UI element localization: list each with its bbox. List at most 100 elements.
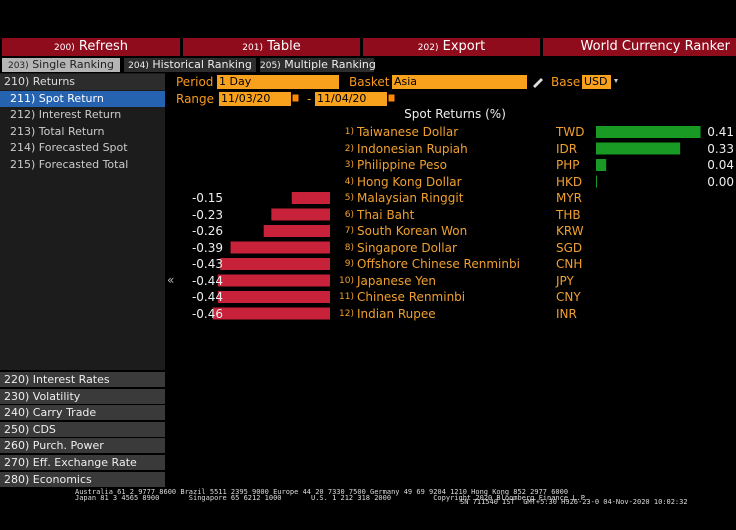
- rank: 12): [339, 308, 354, 319]
- menu-header[interactable]: 210) Returns: [0, 74, 165, 90]
- currency-name: Philippine Peso: [357, 158, 447, 172]
- button-number: 202): [417, 43, 439, 53]
- currency-code: THB: [556, 207, 581, 222]
- footer-line: Japan 81 3 4565 8900 Singapore 65 6212 1…: [75, 494, 590, 502]
- value-label: -0.15: [191, 191, 223, 205]
- currency-code: MYR: [556, 191, 583, 205]
- bar: [212, 307, 330, 320]
- rank: 8): [344, 242, 354, 253]
- menu-section[interactable]: 260) Purch. Power: [0, 438, 165, 454]
- currency-code: TWD: [556, 125, 585, 139]
- footer-line: SN 711540 IST GMT+5:30 H926-23-0 04-Nov-…: [460, 498, 688, 506]
- currency-code: CNH: [556, 257, 583, 271]
- menu-item[interactable]: 213) Total Return: [10, 124, 105, 138]
- value-label: -0.39: [191, 240, 223, 255]
- rank: 4): [344, 176, 354, 187]
- bar: [263, 225, 330, 237]
- currency-name: Japanese Yen: [357, 273, 437, 288]
- currency-code: HKD: [556, 174, 583, 189]
- tab-label: Historical Ranking: [152, 58, 252, 71]
- currency-name: Thai Baht: [357, 207, 415, 222]
- value-label: -0.26: [191, 224, 223, 238]
- value-label: -0.44: [191, 273, 223, 288]
- currency-code: INR: [556, 306, 577, 321]
- tab[interactable]: 205) Multiple Ranking: [260, 58, 376, 72]
- date-input[interactable]: 11/04/20: [315, 92, 387, 106]
- rank: 5): [344, 193, 354, 203]
- currency-code: CNY: [556, 290, 581, 304]
- menu-item[interactable]: 214) Forecasted Spot: [10, 141, 128, 155]
- menu-panel: [0, 73, 165, 370]
- currency-code: PHP: [556, 158, 580, 172]
- rank: 9): [344, 259, 354, 269]
- tab[interactable]: 204) Historical Ranking: [124, 58, 256, 72]
- date-input[interactable]: 11/03/20: [219, 92, 291, 106]
- currency-name: Indian Rupee: [357, 306, 436, 321]
- tab-number: 205): [260, 61, 281, 71]
- menu-section[interactable]: 280) Economics: [0, 471, 165, 487]
- toolbar-button[interactable]: 201) Table: [183, 38, 360, 56]
- menu-section[interactable]: 240) Carry Trade: [0, 405, 165, 421]
- currency-name: Singapore Dollar: [357, 240, 457, 255]
- value-label: 0.33: [707, 141, 734, 156]
- currency-name: South Korean Won: [357, 224, 468, 238]
- bar: [220, 258, 330, 270]
- rank: 2): [344, 143, 354, 154]
- bar: [596, 159, 607, 171]
- toolbar-button[interactable]: 202) Export: [363, 38, 540, 56]
- bar: [596, 126, 701, 138]
- bar: [230, 241, 330, 254]
- rank: 10): [339, 275, 354, 286]
- rank: 11): [339, 292, 354, 302]
- menu-item[interactable]: 212) Interest Return: [10, 108, 122, 122]
- bar: [596, 175, 597, 188]
- button-number: 200): [54, 43, 75, 53]
- dropdown[interactable]: USD: [582, 75, 611, 89]
- bar: [217, 274, 330, 287]
- value-label: -0.44: [191, 290, 223, 304]
- value-label: -0.43: [191, 257, 223, 271]
- value-label: 0.41: [707, 125, 734, 139]
- menu-section[interactable]: 270) Eff. Exchange Rate: [0, 455, 165, 470]
- bar: [291, 192, 330, 204]
- currency-name: Offshore Chinese Renminbi: [357, 257, 520, 271]
- button-label: Table: [267, 39, 301, 54]
- rank: 6): [344, 209, 354, 220]
- label: Range: [176, 92, 215, 106]
- bar: [596, 142, 681, 155]
- label: Period: [176, 75, 214, 89]
- label: Base: [551, 75, 581, 89]
- currency-code: IDR: [556, 141, 578, 156]
- menu-section[interactable]: 220) Interest Rates: [0, 372, 165, 387]
- chart-title: Spot Returns (%): [404, 107, 506, 121]
- currency-name: Taiwanese Dollar: [357, 125, 459, 139]
- tab-number: 204): [128, 61, 149, 71]
- value-label: 0.00: [707, 174, 734, 189]
- dropdown[interactable]: Asia: [392, 75, 527, 89]
- menu-item[interactable]: 211) Spot Return: [0, 91, 165, 107]
- value-label: -0.46: [191, 306, 223, 321]
- separator: -: [307, 92, 312, 106]
- tab-label: Single Ranking: [32, 58, 114, 71]
- dropdown[interactable]: 1 Day: [217, 75, 339, 89]
- rank: 1): [344, 127, 354, 137]
- tab[interactable]: 203) Single Ranking: [2, 58, 120, 72]
- footer-line: Australia 61 2 9777 8600 Brazil 5511 239…: [75, 488, 569, 496]
- bar: [217, 291, 330, 303]
- currency-name: Malaysian Ringgit: [357, 191, 464, 205]
- value-label: 0.04: [707, 158, 734, 172]
- menu-item[interactable]: 215) Forecasted Total: [10, 157, 129, 171]
- rank: 3): [344, 160, 354, 170]
- button-label: Refresh: [78, 39, 128, 54]
- label: Basket: [349, 75, 390, 89]
- tab-label: Multiple Ranking: [284, 58, 376, 71]
- bar: [271, 208, 330, 221]
- currency-name: Chinese Renminbi: [357, 290, 466, 304]
- currency-code: SGD: [556, 240, 583, 255]
- menu-section[interactable]: 230) Volatility: [0, 388, 165, 404]
- menu-section[interactable]: 250) CDS: [0, 421, 165, 437]
- toolbar-button[interactable]: 200) Refresh: [2, 38, 180, 56]
- app-title: World Currency Ranker: [543, 38, 736, 56]
